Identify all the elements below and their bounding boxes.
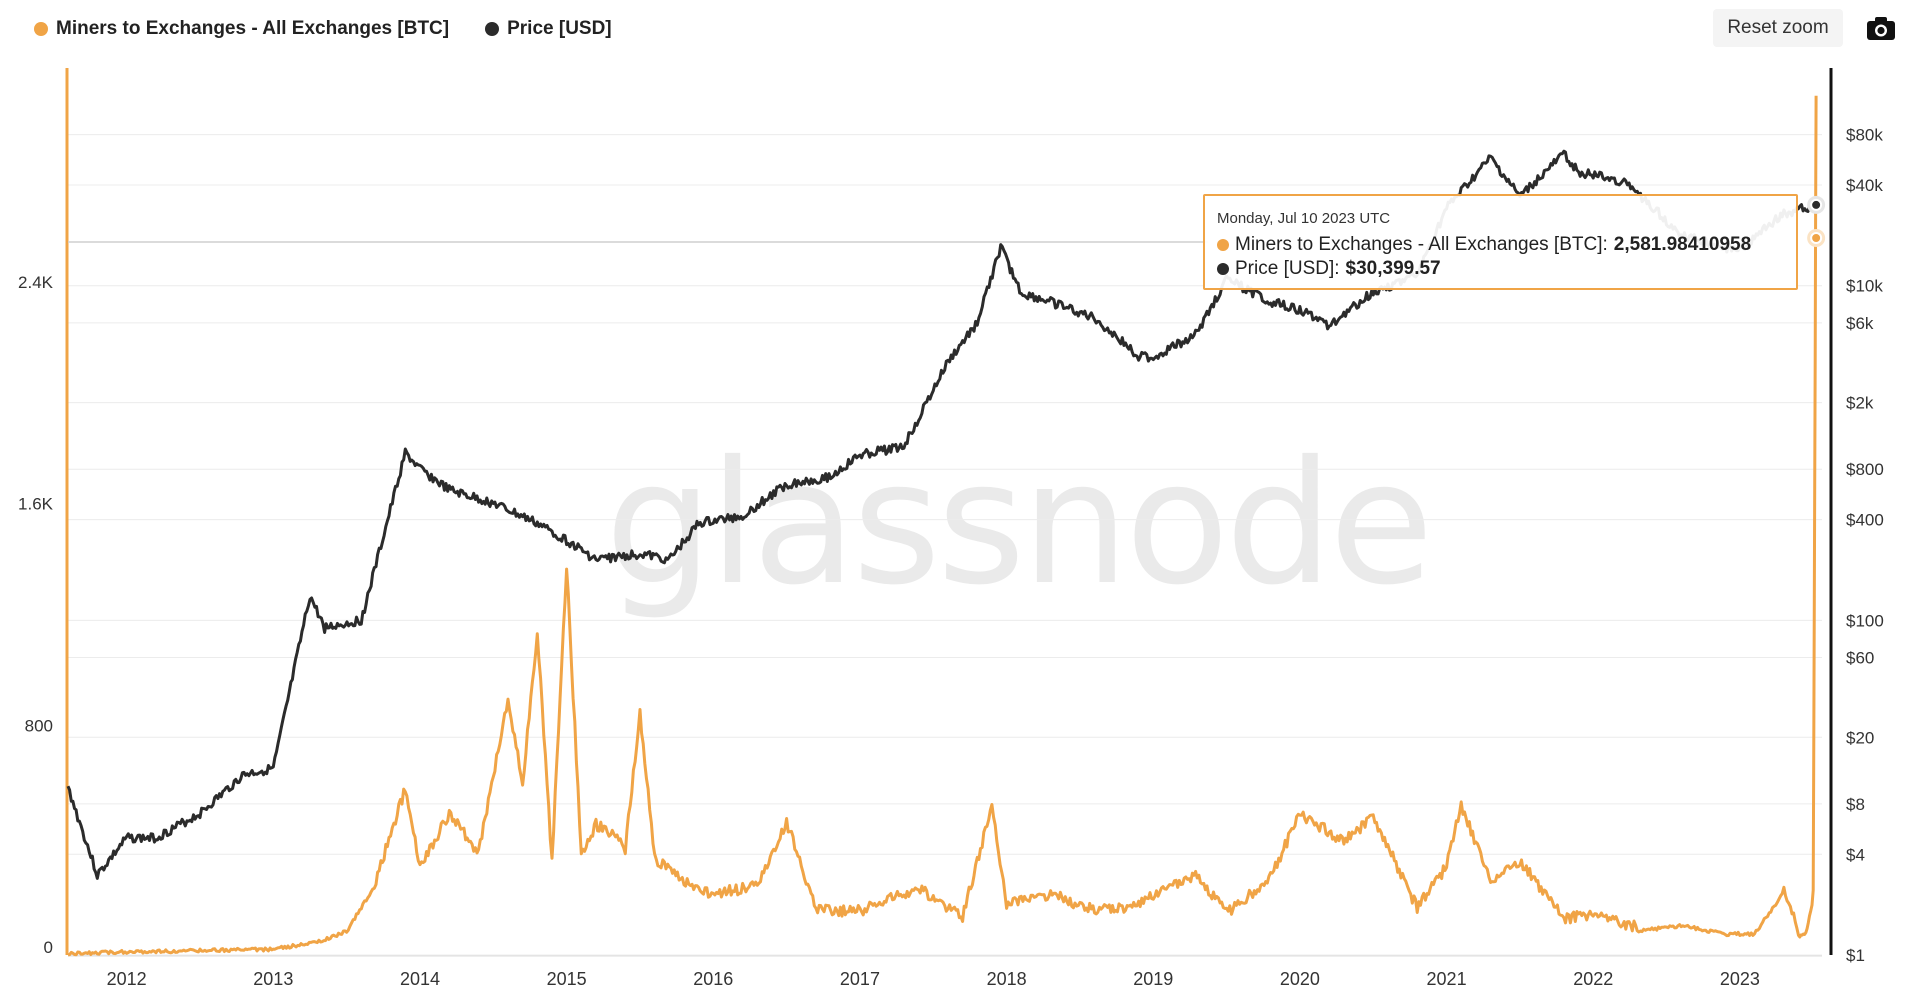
right-tick-label: $2k	[1846, 394, 1874, 413]
right-tick-label: $800	[1846, 460, 1884, 479]
right-tick-label: $80k	[1846, 126, 1883, 145]
legend-item-miners-flows[interactable]: Miners to Exchanges - All Exchanges [BTC…	[34, 18, 449, 40]
hover-markers	[1807, 195, 1826, 247]
x-tick-label: 2016	[693, 969, 733, 989]
tooltip-dot-miners-flows	[1217, 239, 1229, 251]
x-tick-label: 2012	[107, 969, 147, 989]
reset-zoom-button[interactable]: Reset zoom	[1713, 9, 1843, 47]
price-series-line	[66, 149, 1819, 880]
right-tick-label: $100	[1846, 611, 1884, 630]
tooltip-dot-price	[1217, 263, 1229, 275]
right-tick-label: $60	[1846, 648, 1874, 667]
tooltip-value-miners-flows: 2,581.98410958	[1613, 234, 1752, 255]
right-tick-label: $1	[1846, 946, 1865, 965]
x-tick-label: 2023	[1720, 969, 1760, 989]
tooltip-label-price: Price [USD]:	[1235, 258, 1340, 279]
x-tick-label: 2019	[1133, 969, 1173, 989]
flows-hover-marker	[1810, 232, 1823, 244]
x-tick-label: 2018	[987, 969, 1027, 989]
legend-label-miners-flows: Miners to Exchanges - All Exchanges [BTC…	[56, 18, 450, 39]
tooltip-label-miners-flows: Miners to Exchanges - All Exchanges [BTC…	[1235, 234, 1608, 255]
right-tick-label: $4	[1846, 845, 1865, 864]
left-tick-label: 0	[44, 938, 53, 957]
left-axis-ticks: 0 800 1.6K 2.4K	[18, 273, 54, 957]
legend-dot-miners-flows	[34, 22, 48, 36]
tooltip-value-price: $30,399.57	[1345, 258, 1441, 279]
right-axis-ticks: $1 $4 $8 $20 $60 $100 $400 $800 $2k $6k $10k $40k $8…	[1846, 126, 1884, 965]
right-tick-label: $20	[1846, 728, 1874, 747]
legend-item-price[interactable]: Price [USD]	[485, 18, 612, 40]
right-tick-label: $8	[1846, 795, 1865, 814]
left-tick-label: 1.6K	[18, 495, 54, 514]
tooltip-row-price: Price [USD]: $30,399.57	[1217, 257, 1784, 281]
right-tick-label: $10k	[1846, 277, 1883, 296]
x-tick-label: 2021	[1427, 969, 1467, 989]
legend-label-price: Price [USD]	[507, 18, 612, 39]
camera-icon[interactable]	[1866, 14, 1896, 42]
x-tick-label: 2020	[1280, 969, 1320, 989]
right-tick-label: $6k	[1846, 314, 1874, 333]
left-tick-label: 2.4K	[18, 273, 54, 292]
x-tick-label: 2015	[547, 969, 587, 989]
x-tick-label: 2013	[253, 969, 293, 989]
legend-dot-price	[485, 22, 500, 36]
x-tick-label: 2017	[840, 969, 880, 989]
tooltip-date: Monday, Jul 10 2023 UTC	[1217, 210, 1391, 227]
right-tick-label: $40k	[1846, 176, 1883, 195]
left-tick-label: 800	[25, 716, 53, 735]
x-tick-label: 2014	[400, 969, 440, 989]
tooltip-row-miners-flows: Miners to Exchanges - All Exchanges [BTC…	[1217, 233, 1784, 257]
right-tick-label: $400	[1846, 511, 1884, 530]
miners-flows-series-line	[67, 95, 1818, 957]
price-hover-marker	[1810, 198, 1823, 211]
x-tick-label: 2022	[1573, 969, 1613, 989]
legend: Miners to Exchanges - All Exchanges [BTC…	[34, 18, 612, 40]
tooltip: Monday, Jul 10 2023 UTC Miners to Exchan…	[1203, 194, 1798, 290]
x-axis-ticks: 2012 2013 2014 2015 2016 2017 2018 2019 2020 2021…	[107, 969, 1760, 989]
